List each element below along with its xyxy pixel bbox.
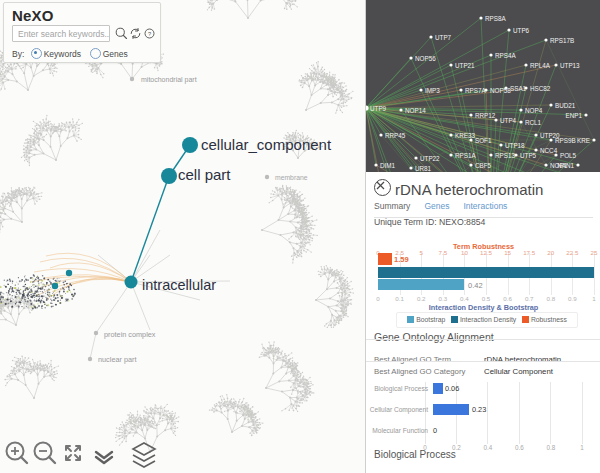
svg-text:protein complex: protein complex <box>104 330 156 339</box>
svg-text:NOP4: NOP4 <box>525 107 543 114</box>
svg-text:UTP5: UTP5 <box>520 152 537 159</box>
svg-text:?: ? <box>148 31 151 37</box>
svg-text:membrane: membrane <box>275 174 308 181</box>
svg-text:RRP12: RRP12 <box>475 112 496 119</box>
svg-text:NCC4: NCC4 <box>540 147 558 154</box>
svg-text:NOP56: NOP56 <box>415 55 436 62</box>
svg-text:RPS8A: RPS8A <box>485 15 506 22</box>
svg-text:SOF1: SOF1 <box>475 137 492 144</box>
svg-text:UTP9: UTP9 <box>370 105 387 112</box>
svg-text:UTP13: UTP13 <box>560 62 580 69</box>
svg-text:ENP1: ENP1 <box>566 112 583 119</box>
svg-text:UTP6: UTP6 <box>513 27 530 34</box>
svg-text:RPS17B: RPS17B <box>550 37 574 44</box>
svg-text:KRE: KRE <box>577 137 590 144</box>
svg-text:UTP18: UTP18 <box>505 142 525 149</box>
svg-text:mitochondrial part: mitochondrial part <box>141 76 197 84</box>
svg-text:UTP4: UTP4 <box>500 117 517 124</box>
svg-text:NAN1: NAN1 <box>557 162 574 169</box>
svg-text:NOP14: NOP14 <box>405 107 426 114</box>
svg-text:IMP3: IMP3 <box>425 87 440 94</box>
svg-text:RPS13: RPS13 <box>495 152 515 159</box>
svg-text:UTP22: UTP22 <box>420 155 440 162</box>
svg-text:RCL1: RCL1 <box>525 119 542 126</box>
svg-text:BUD21: BUD21 <box>555 102 576 109</box>
svg-text:NOP58: NOP58 <box>490 87 511 94</box>
svg-text:RPS4A: RPS4A <box>495 52 516 59</box>
svg-text:cell part: cell part <box>178 166 231 183</box>
svg-text:intracellular: intracellular <box>142 277 216 293</box>
svg-text:cellular_component: cellular_component <box>201 136 332 153</box>
svg-text:UR81: UR81 <box>415 165 432 172</box>
svg-text:HSC82: HSC82 <box>530 85 551 92</box>
svg-text:CBF5: CBF5 <box>475 162 492 169</box>
svg-text:RPS1A: RPS1A <box>455 152 476 159</box>
svg-text:RRP45: RRP45 <box>385 132 406 139</box>
svg-text:RPS7A: RPS7A <box>465 87 486 94</box>
svg-text:nuclear part: nuclear part <box>98 355 137 364</box>
svg-text:UTP21: UTP21 <box>455 62 475 69</box>
svg-text:UTP7: UTP7 <box>435 34 452 41</box>
svg-text:RPL4A: RPL4A <box>530 62 551 69</box>
svg-text:DIM1: DIM1 <box>380 162 396 169</box>
svg-text:RPS9B: RPS9B <box>555 137 576 144</box>
svg-text:POL5: POL5 <box>560 152 577 159</box>
svg-text:KRE33: KRE33 <box>455 132 475 139</box>
svg-text:SSA1: SSA1 <box>510 85 527 92</box>
